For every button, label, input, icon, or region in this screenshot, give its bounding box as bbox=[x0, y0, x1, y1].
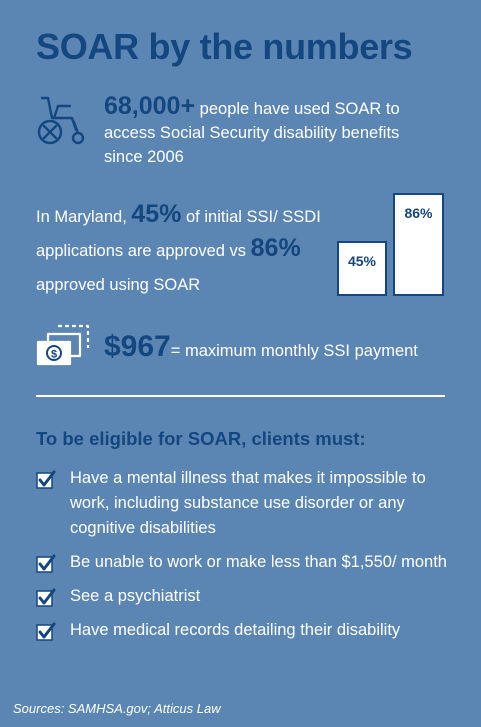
list-item-text: Be unable to work or make less than $1,5… bbox=[70, 553, 447, 571]
stat-maryland-pct-soar: 86% bbox=[250, 234, 301, 262]
checkbox-checked-icon bbox=[36, 554, 56, 573]
chart-bar-label: 45% bbox=[347, 253, 377, 269]
wheelchair-icon bbox=[37, 96, 85, 145]
list-item: Have a mental illness that makes it impo… bbox=[36, 466, 456, 541]
checkbox-checked-icon bbox=[36, 588, 56, 607]
page-title: SOAR by the numbers bbox=[36, 26, 413, 67]
chart-bar-label: 86% bbox=[404, 205, 433, 221]
stat-users-text: people have used SOAR to access Social S… bbox=[104, 100, 400, 166]
chart-bar-45: 45% bbox=[337, 241, 387, 296]
divider bbox=[36, 395, 445, 397]
chart-bar-86: 86% bbox=[393, 193, 444, 296]
stat-users-number: 68,000+ bbox=[104, 92, 196, 120]
checkbox-checked-icon bbox=[36, 622, 56, 641]
sources-note: Sources: SAMHSA.gov; Atticus Law bbox=[13, 701, 221, 716]
stat-maryland-suffix: approved using SOAR bbox=[36, 276, 201, 294]
eligibility-heading: To be eligible for SOAR, clients must: bbox=[36, 428, 366, 449]
stat-payment-text: = maximum monthly SSI payment bbox=[170, 342, 418, 360]
stat-users: 68,000+ people have used SOAR to access … bbox=[104, 94, 434, 169]
list-item: Be unable to work or make less than $1,5… bbox=[36, 550, 456, 575]
list-item-text: Have medical records detailing their dis… bbox=[70, 621, 401, 639]
svg-text:$: $ bbox=[51, 349, 57, 361]
checkbox-checked-icon bbox=[36, 470, 56, 489]
stat-maryland-mid: of initial SSI/ SSDI applications are ap… bbox=[36, 208, 321, 260]
list-item-text: Have a mental illness that makes it impo… bbox=[70, 469, 426, 537]
stat-maryland-pct-initial: 45% bbox=[131, 200, 182, 228]
stat-payment: $967= maximum monthly SSI payment bbox=[104, 327, 418, 371]
list-item: See a psychiatrist bbox=[36, 584, 456, 609]
stat-payment-amount: $967 bbox=[104, 330, 171, 363]
list-item: Have medical records detailing their dis… bbox=[36, 618, 456, 643]
list-item-text: See a psychiatrist bbox=[70, 587, 201, 605]
stat-maryland-prefix: In Maryland, bbox=[36, 208, 132, 226]
eligibility-list: Have a mental illness that makes it impo… bbox=[36, 466, 456, 652]
money-icon: $ bbox=[36, 324, 90, 366]
stat-maryland: In Maryland, 45% of initial SSI/ SSDI ap… bbox=[36, 200, 336, 302]
